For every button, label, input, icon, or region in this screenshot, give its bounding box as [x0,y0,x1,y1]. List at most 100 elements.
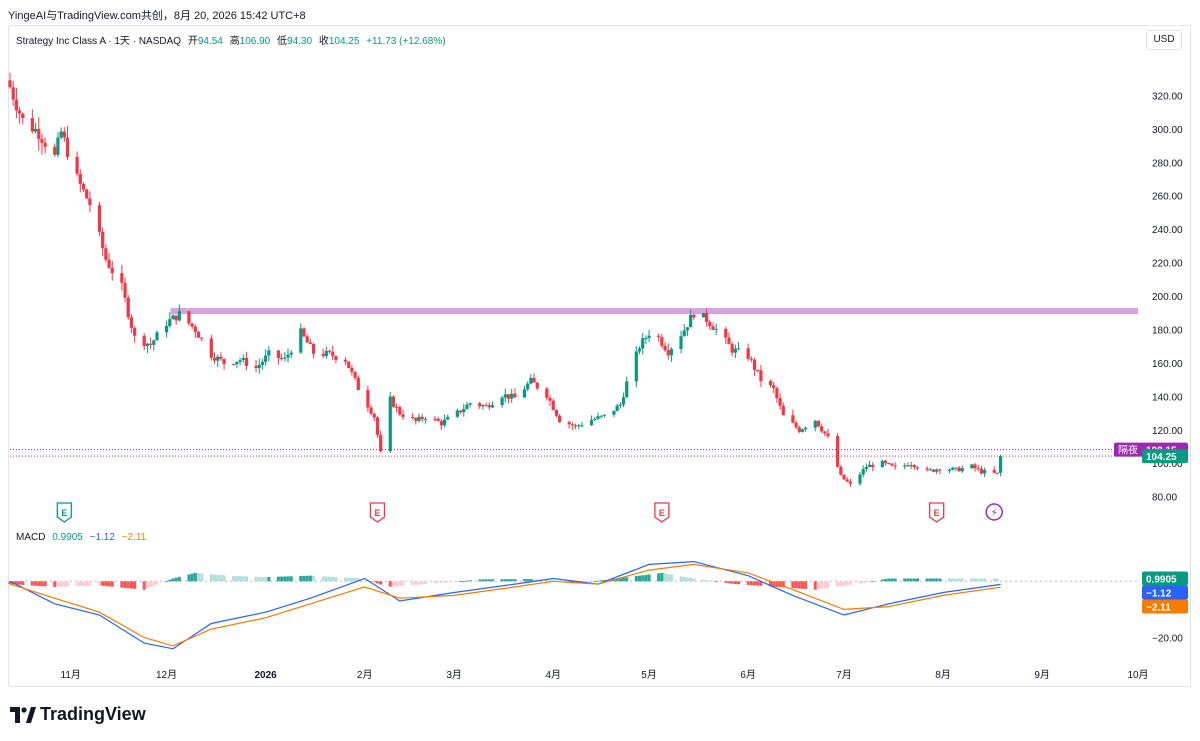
macd-histogram-bar [78,581,82,587]
macd-line-value: −1.12 [89,532,115,543]
change-value: +11.73 (+12.68%) [366,36,446,47]
macd-histogram-bar [625,577,629,582]
macd-histogram-bar [669,574,673,582]
earnings-marker-label: E [61,508,67,518]
macd-histogram-bar [842,581,846,586]
macd-histogram-bar [152,581,156,586]
price-tick-label: 300.00 [1152,125,1183,136]
macd-histogram-bar [794,581,798,589]
macd-histogram-bar [353,577,357,582]
macd-histogram-bar [81,581,85,587]
candle-down [222,359,226,365]
macd-histogram-bar [443,581,447,583]
candle-down [11,87,15,100]
candle-down [752,359,757,370]
candle-up [637,348,642,352]
macd-hist-value: 0.9905 [52,532,83,543]
candle-up [468,403,472,405]
candle-down [174,315,178,321]
candle-down [375,417,380,435]
macd-histogram-bar [328,576,332,582]
candle-down [350,367,354,372]
macd-line [9,560,1001,650]
macd-histogram-bar [379,581,383,585]
macd-histogram-bar [816,581,820,590]
candle-up [970,464,974,469]
candle-down [97,205,102,232]
candle-down [369,407,373,414]
candle-down [8,80,12,88]
macd-histogram-bar [350,577,354,582]
candle-down [567,422,571,425]
macd-signal-badge-bg [1142,599,1188,614]
candle-down [436,418,440,422]
tradingview-logo[interactable]: TradingView [10,704,146,725]
candle-down [666,350,670,356]
x-tick-label: 2月 [357,669,373,681]
candle-up [903,465,907,467]
candle-down [836,436,840,467]
macd-histogram-bar [995,578,999,582]
candle-up [417,416,421,421]
candle-up [947,469,952,471]
macd-label: MACD [16,532,46,543]
macd-histogram-bar [18,581,22,585]
candle-up [283,357,287,359]
candle-down [871,464,875,468]
macd-histogram-bar [599,580,603,582]
macd-histogram-bar [593,581,597,582]
macd-histogram-bar [714,581,718,583]
candle-down [142,335,146,347]
candle-up [442,419,447,426]
candle-down [912,465,916,468]
candle-down [724,328,728,338]
candle-up [529,377,533,384]
candle-down [759,370,763,381]
macd-histogram-bar [692,578,696,582]
macd-histogram-bar [880,579,884,582]
candle-down [414,417,418,421]
candle-down [110,267,114,274]
macd-histogram-bar [110,581,114,587]
macd-histogram-bar [344,577,348,582]
candle-down [458,410,463,413]
chart-frame [8,25,1191,687]
candle-up [928,469,932,471]
macd-histogram-bar [916,578,920,582]
macd-histogram-bar [420,581,424,585]
macd-histogram-bar [446,581,450,583]
macd-histogram-bar [213,574,217,582]
macd-histogram-bar [123,581,127,588]
candle-down [657,335,661,338]
macd-histogram-bar [660,572,664,582]
macd-histogram-bar [529,579,533,582]
macd-histogram-bar [347,577,351,582]
candle-down [411,416,415,418]
candle-down [883,460,888,464]
candle-down [78,173,82,184]
candle-down [551,400,555,410]
macd-histogram-bar [887,578,891,582]
macd-histogram-bar [820,581,824,589]
currency-button[interactable]: USD [1146,30,1182,50]
candle-up [155,332,159,341]
candle-up [858,474,862,484]
macd-histogram-bar [187,574,191,582]
macd-histogram-bar [459,581,463,582]
macd-histogram-bar [928,578,932,582]
price-tick-label: 100.00 [1152,459,1183,470]
candle-down [768,380,773,386]
macd-histogram-bar [513,579,517,582]
macd-histogram-bar [861,581,865,583]
macd-histogram-bar [682,576,686,582]
macd-histogram-bar [778,581,782,588]
macd-histogram-bar [983,578,987,582]
macd-histogram-bar [708,580,712,582]
macd-histogram-bar [858,581,862,584]
last-price-value-bg [1142,449,1188,464]
macd-histogram-bar [813,581,817,590]
macd-histogram-bar [641,575,645,582]
price-tick-label: 160.00 [1152,359,1183,370]
macd-histogram-bar [909,578,913,582]
